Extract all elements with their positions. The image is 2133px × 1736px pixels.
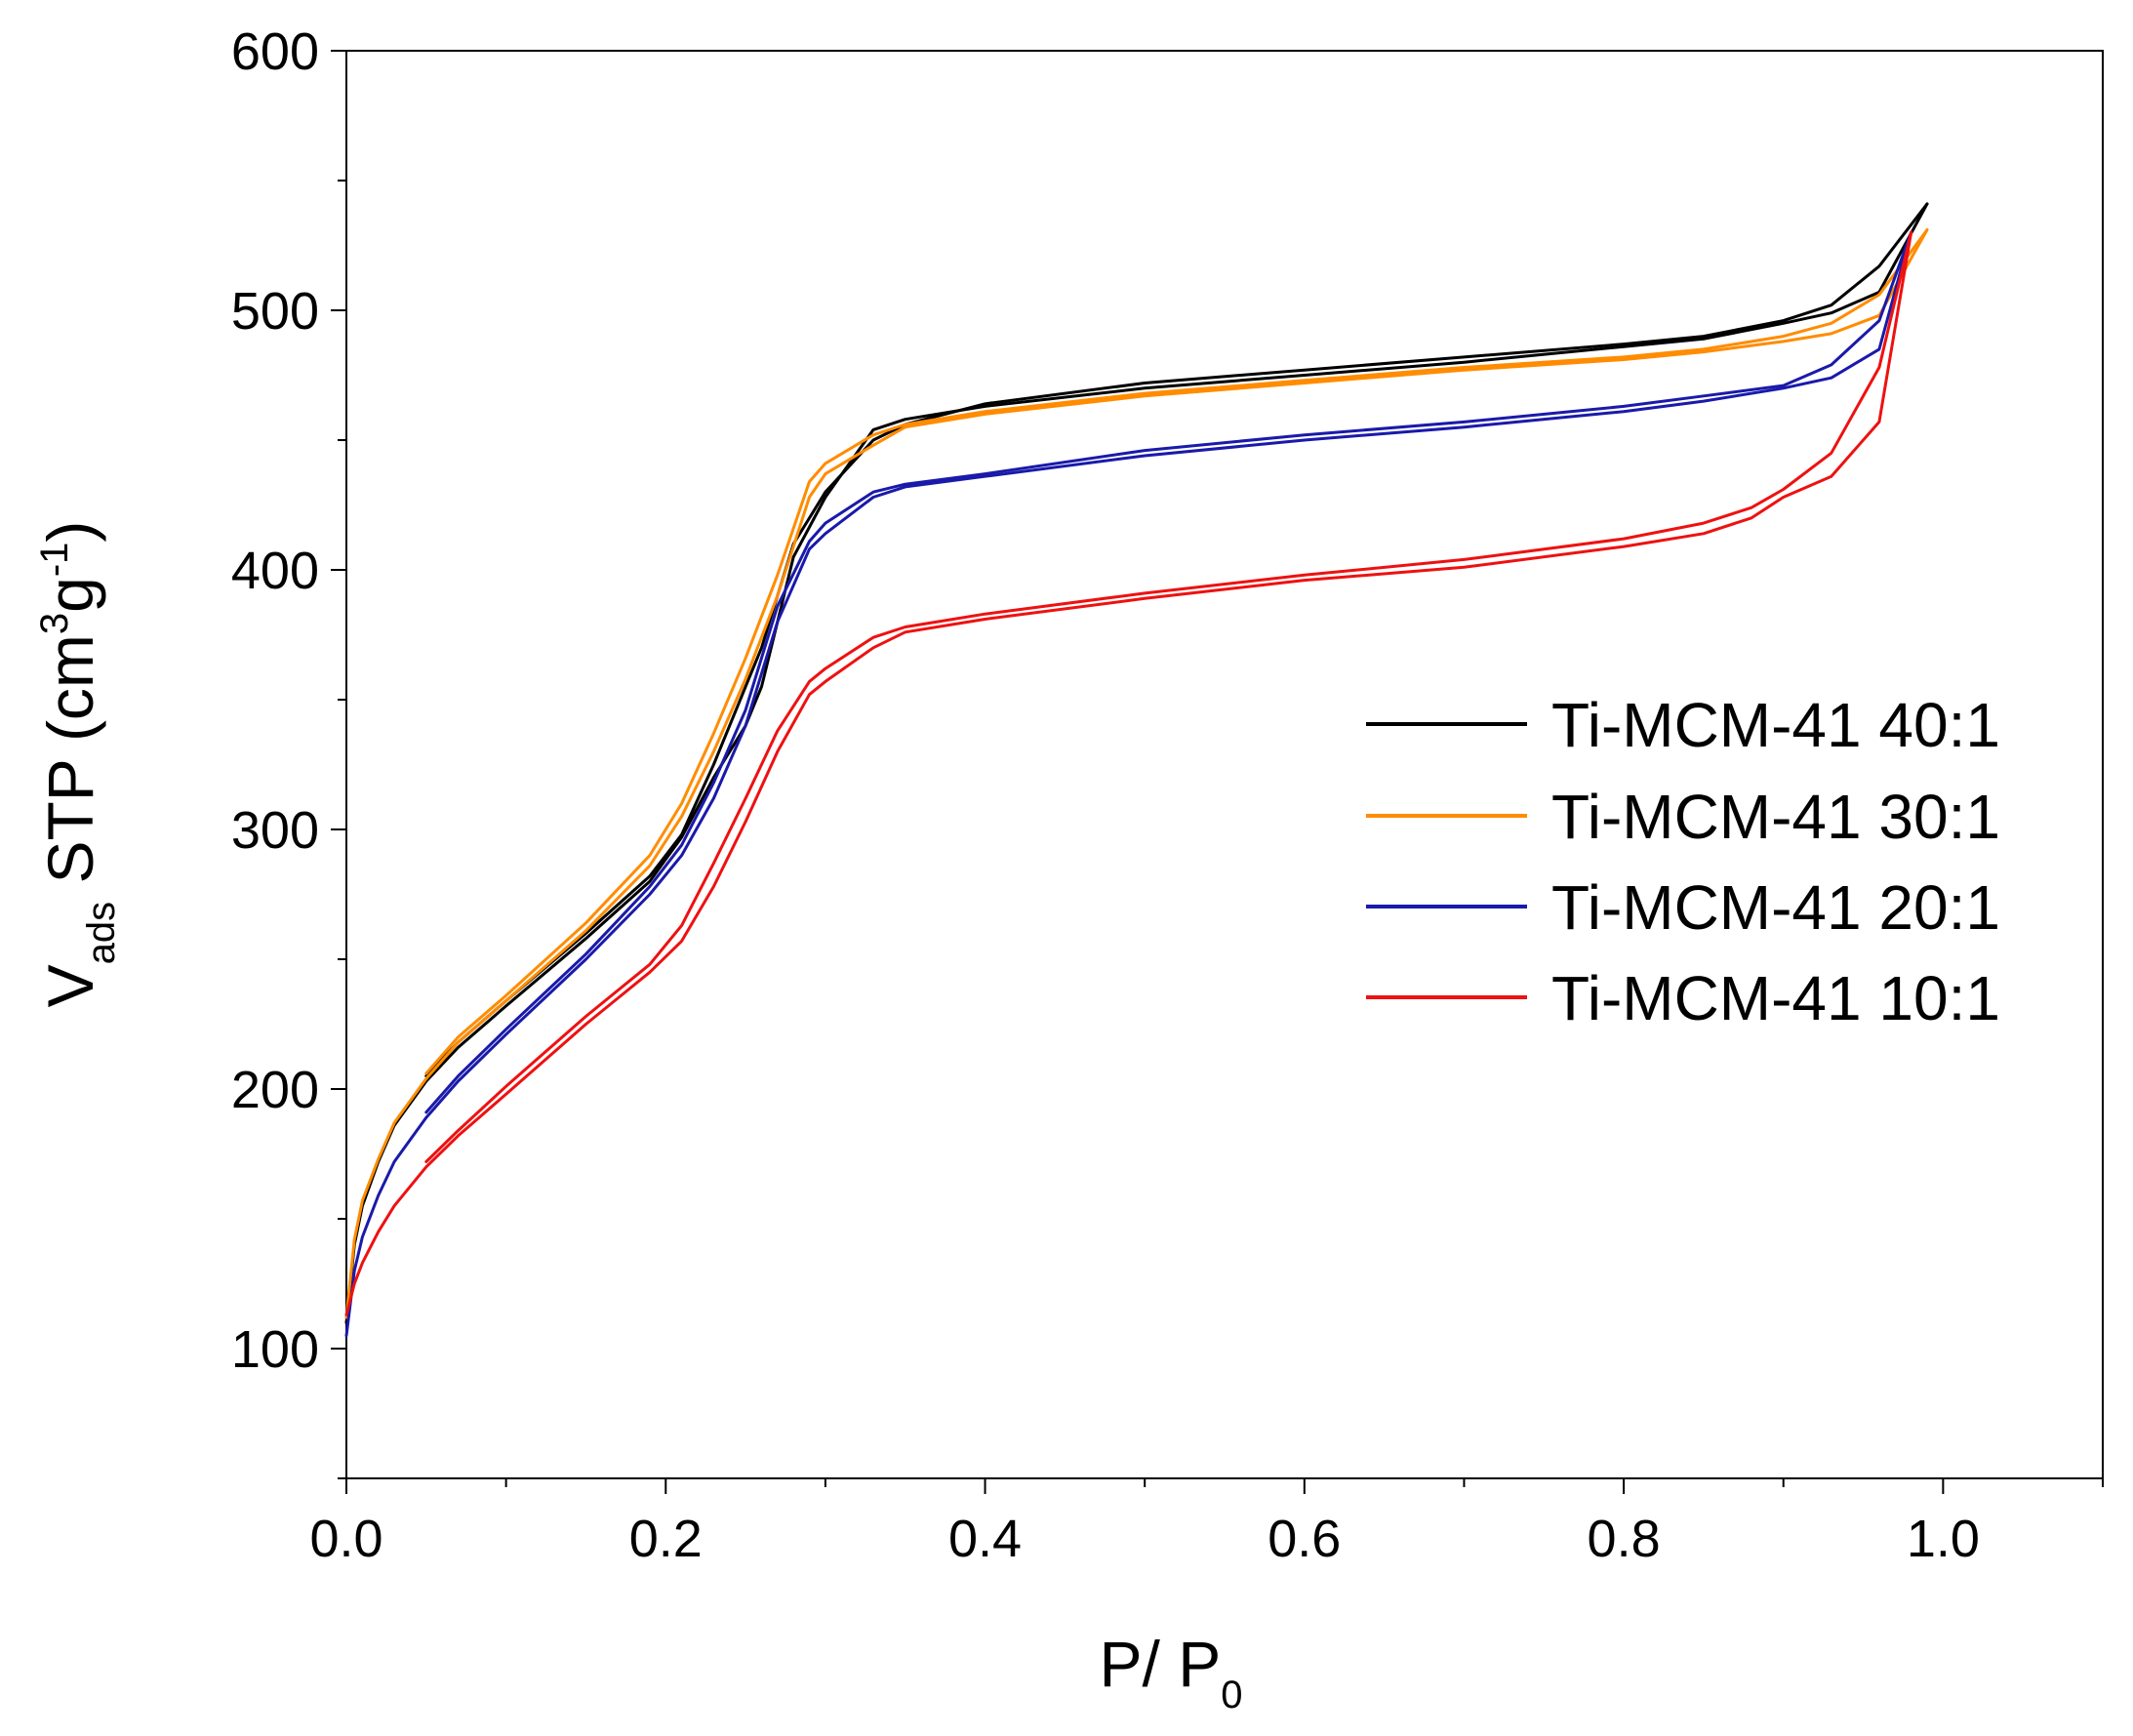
series-layer [344,202,1929,1338]
x-axis-title-main: P/ P [1100,1628,1222,1700]
y-tick-label: 400 [231,542,319,600]
y-axis-title-main: V [34,964,106,1007]
y-tick-label: 100 [231,1320,319,1379]
series-line-10-1-desorption [424,230,1913,1163]
y-tick-label: 200 [231,1061,319,1119]
x-tick-label: 1.0 [1907,1510,1980,1568]
x-tick-label: 0.2 [629,1510,703,1568]
legend-label-40-1: Ti-MCM-41 40:1 [1551,690,2000,760]
y-axis-title-sup2: -1 [33,543,76,578]
x-axis-title-subscript: 0 [1221,1674,1242,1716]
legend: Ti-MCM-41 40:1 Ti-MCM-41 30:1 Ti-MCM-41 … [1366,690,2000,1033]
y-axis-title-end: ) [34,521,106,543]
x-axis-title: P/ P0 [1100,1628,1243,1716]
series-line-20-1-adsorption [344,230,1913,1338]
x-tick-label: 0.0 [309,1510,382,1568]
plot-frame [345,50,2104,1479]
series-line-20-1-desorption [424,230,1913,1114]
series-line-40-1-desorption [424,202,1929,1078]
series-line-30-1-desorption [424,228,1929,1075]
legend-label-30-1: Ti-MCM-41 30:1 [1551,782,2000,852]
y-axis-title: Vads STP (cm3g-1) [33,521,123,1008]
tick-label-layer: 0.0 0.2 0.4 0.6 0.8 1.0 100 200 300 400 500 600 [231,22,1980,1568]
y-tick-label: 600 [231,22,319,81]
legend-label-10-1: Ti-MCM-41 10:1 [1551,963,2000,1033]
x-tick-label: 0.4 [948,1510,1022,1568]
x-tick-label: 0.8 [1588,1510,1661,1568]
y-tick-label: 300 [231,801,319,860]
series-line-10-1-adsorption [344,230,1913,1316]
y-axis-title-g: g [34,577,106,613]
y-tick-label: 500 [231,282,319,341]
y-axis-title-sup1: 3 [33,613,76,634]
legend-label-20-1: Ti-MCM-41 20:1 [1551,872,2000,943]
series-line-30-1-adsorption [344,228,1929,1319]
y-axis-title-subscript: ads [80,902,123,965]
x-tick-label: 0.6 [1268,1510,1341,1568]
y-axis-title-mid: STP (cm [34,634,106,902]
tick-layer [331,50,2104,1494]
